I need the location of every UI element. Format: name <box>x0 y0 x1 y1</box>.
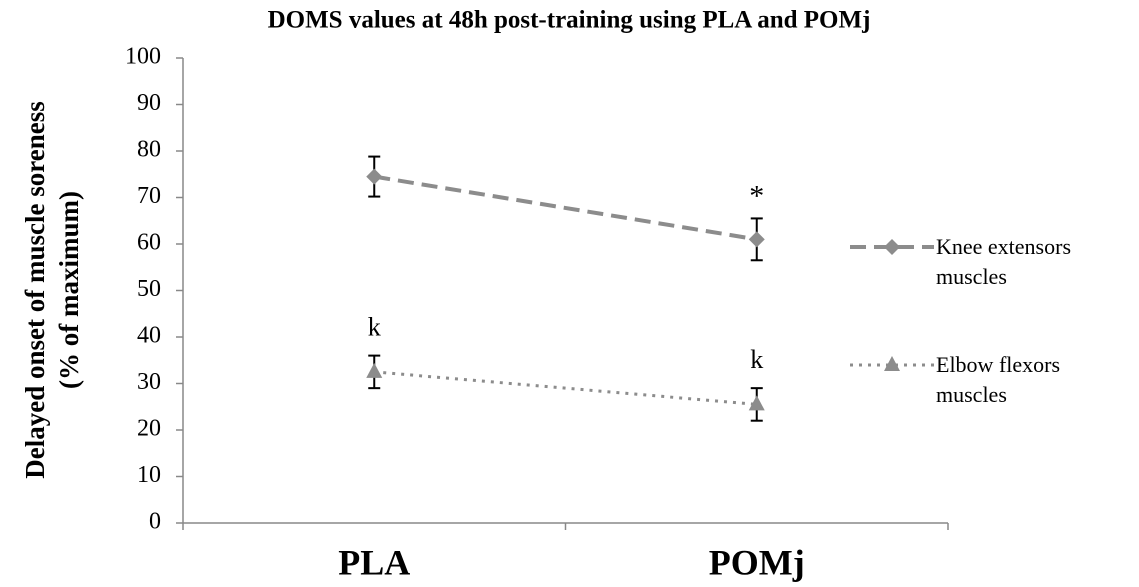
marker <box>366 168 383 185</box>
legend-swatch <box>850 356 934 371</box>
chart-title: DOMS values at 48h post-training using P… <box>268 7 871 34</box>
y-tick-label: 30 <box>137 369 161 395</box>
point-label: * <box>749 179 764 212</box>
legend-label: Knee extensors muscles <box>936 234 1072 289</box>
y-tick-label: 50 <box>137 276 161 302</box>
legend-label: Elbow flexors muscles <box>936 352 1061 407</box>
y-tick-label: 70 <box>137 183 161 209</box>
y-tick-label: 40 <box>137 323 161 349</box>
y-tick-label: 90 <box>137 90 161 116</box>
y-tick-label: 60 <box>137 230 161 256</box>
y-tick-label: 100 <box>125 44 161 70</box>
y-axis-label: Delayed onset of muscle soreness (% of m… <box>20 101 84 478</box>
legend-item: Knee extensors muscles <box>848 232 1116 292</box>
series-line <box>374 370 757 406</box>
legend-item: Elbow flexors muscles <box>848 350 1116 410</box>
y-tick-label: 0 <box>149 509 161 535</box>
marker <box>884 239 900 255</box>
x-tick-label: POMj <box>709 542 805 582</box>
legend-swatch <box>850 239 934 255</box>
y-tick-label: 80 <box>137 137 161 163</box>
y-label-line: Delayed onset of muscle soreness <box>20 101 50 478</box>
y-tick-label: 10 <box>137 462 161 488</box>
point-label: k <box>750 345 763 374</box>
marker <box>366 362 383 378</box>
y-label-line: (% of maximum) <box>54 191 84 389</box>
y-tick-label: 20 <box>137 416 161 442</box>
x-tick-label: PLA <box>338 542 410 582</box>
point-label: k <box>368 313 381 342</box>
marker <box>748 395 765 411</box>
marker <box>748 231 765 248</box>
series-line <box>373 174 758 242</box>
marker <box>884 356 900 371</box>
